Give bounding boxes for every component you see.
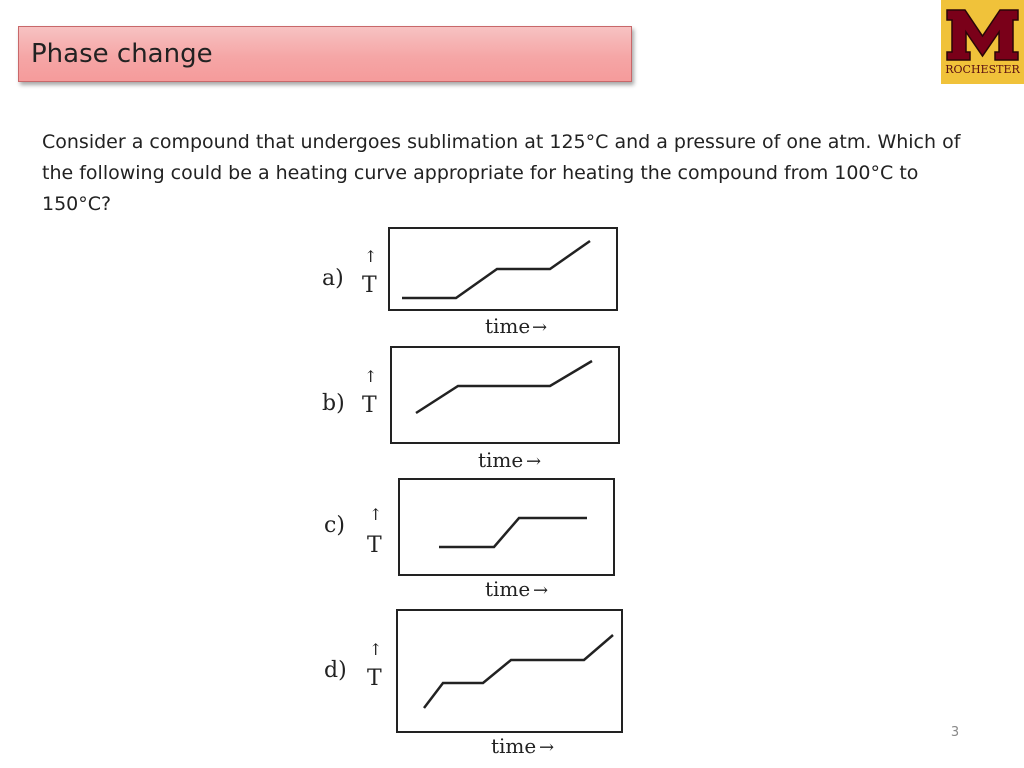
axis-label-t: T — [367, 666, 382, 691]
heating-curve — [402, 239, 591, 300]
option-label: d) — [324, 658, 347, 683]
option-label: c) — [324, 513, 345, 538]
option-b: b) ↑ T time → — [322, 346, 620, 472]
axis-label-t: T — [362, 393, 377, 418]
right-arrow-icon: → — [526, 451, 541, 472]
axis-label-t: T — [362, 273, 377, 298]
graph-frame — [390, 346, 620, 444]
up-arrow-icon: ↑ — [364, 247, 377, 266]
heating-curve — [415, 359, 593, 415]
option-d: d) ↑ T time → — [324, 609, 623, 758]
logo-text: ROCHESTER — [945, 63, 1020, 76]
option-a: a) ↑ T time → — [322, 227, 618, 338]
axis-label-time: time — [485, 577, 530, 601]
option-c: c) ↑ T time → — [324, 478, 615, 601]
right-arrow-icon: → — [532, 317, 547, 338]
up-arrow-icon: ↑ — [369, 505, 382, 524]
axis-label-t: T — [367, 533, 382, 558]
graph-frame — [388, 227, 618, 311]
axis-label-time: time — [478, 448, 523, 472]
graph-frame — [396, 609, 623, 733]
axis-label-time: time — [485, 314, 530, 338]
up-arrow-icon: ↑ — [364, 367, 377, 386]
right-arrow-icon: → — [533, 580, 548, 601]
university-logo: ROCHESTER — [941, 0, 1024, 84]
option-label: b) — [322, 391, 345, 416]
slide-title: Phase change — [31, 39, 213, 69]
heating-curve — [423, 634, 614, 709]
block-m-icon — [946, 9, 1019, 61]
question-text: Consider a compound that undergoes subli… — [42, 131, 961, 215]
slide-title-bar: Phase change — [18, 26, 632, 82]
option-label: a) — [322, 266, 344, 291]
right-arrow-icon: → — [539, 737, 554, 758]
up-arrow-icon: ↑ — [369, 640, 382, 659]
graph-frame — [398, 478, 615, 576]
axis-label-time: time — [491, 734, 536, 758]
page-number: 3 — [950, 725, 960, 740]
heating-curve — [439, 516, 587, 549]
